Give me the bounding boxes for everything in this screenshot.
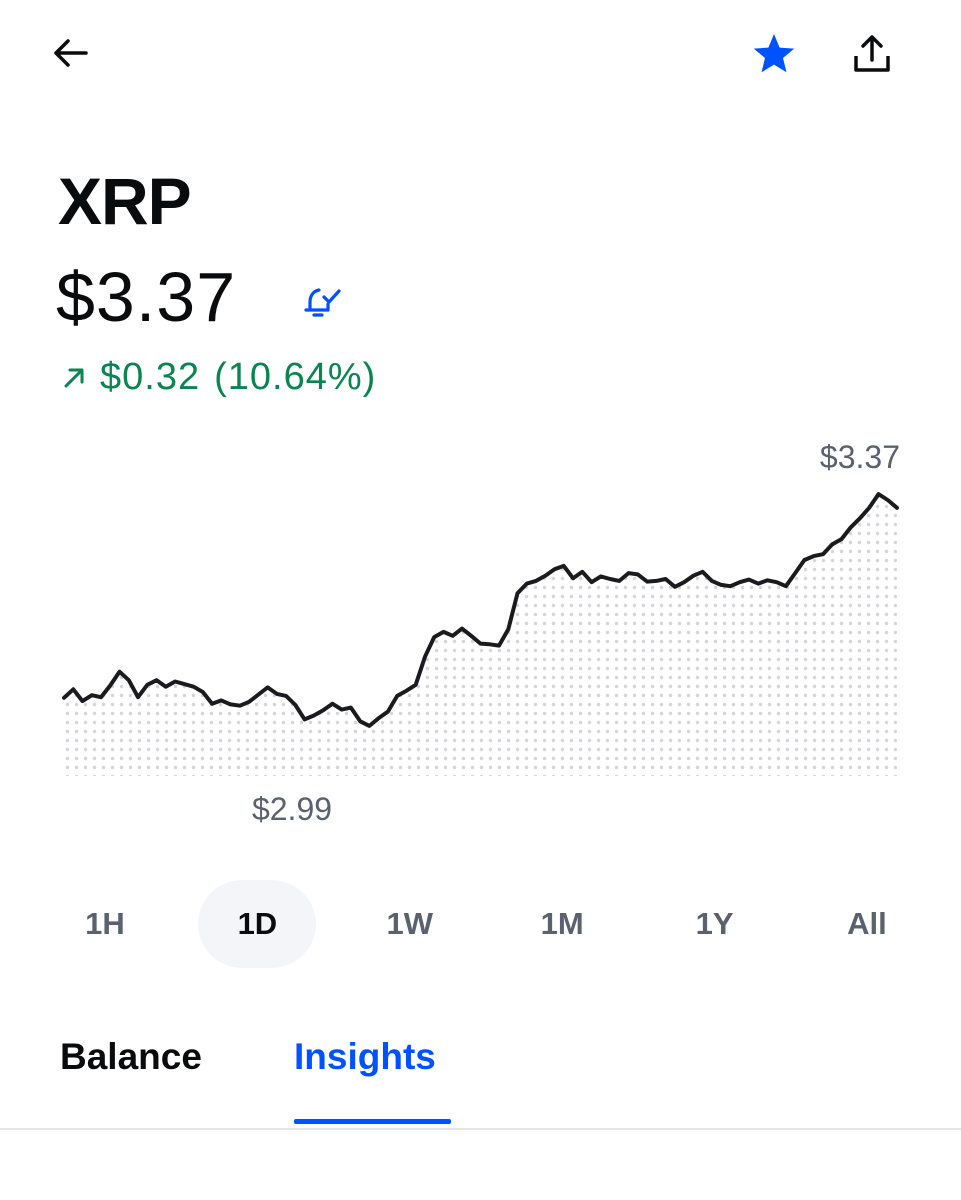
price-chart[interactable]: $3.37 $2.99 — [0, 430, 961, 850]
tab-balance[interactable]: Balance — [60, 1036, 202, 1077]
chart-high-label: $3.37 — [820, 439, 900, 475]
price-change: $0.32 (10.64%) — [60, 358, 376, 396]
range-button-1h[interactable]: 1H — [85, 906, 125, 941]
chart-area-fill — [64, 494, 897, 776]
active-tab-indicator — [294, 1119, 451, 1124]
chart-price-line — [62, 492, 899, 728]
tab-insights[interactable]: Insights — [294, 1036, 436, 1077]
share-icon — [854, 35, 890, 72]
range-button-1y[interactable]: 1Y — [695, 906, 734, 941]
arrow-left-icon — [54, 39, 88, 67]
range-button-1w[interactable]: 1W — [386, 906, 434, 941]
change-amount: $0.32 — [100, 356, 201, 398]
arrow-up-right-icon — [64, 368, 84, 388]
price-alert-button[interactable] — [296, 276, 348, 328]
favorite-button[interactable] — [744, 26, 804, 82]
tab-bar: Balance Insights — [0, 1020, 961, 1130]
asset-price: $3.37 — [56, 258, 237, 336]
time-range-selector: 1H 1D 1W 1M 1Y All — [46, 880, 926, 968]
back-button[interactable] — [40, 26, 100, 80]
bell-check-icon — [304, 288, 341, 317]
range-button-all[interactable]: All — [847, 906, 887, 941]
change-percent: (10.64%) — [214, 356, 377, 398]
chart-low-label: $2.99 — [252, 791, 332, 827]
share-button[interactable] — [842, 26, 902, 82]
range-button-1m[interactable]: 1M — [540, 906, 584, 941]
star-icon — [753, 34, 795, 73]
asset-symbol: XRP — [58, 164, 192, 238]
range-button-1d[interactable]: 1D — [198, 880, 317, 968]
